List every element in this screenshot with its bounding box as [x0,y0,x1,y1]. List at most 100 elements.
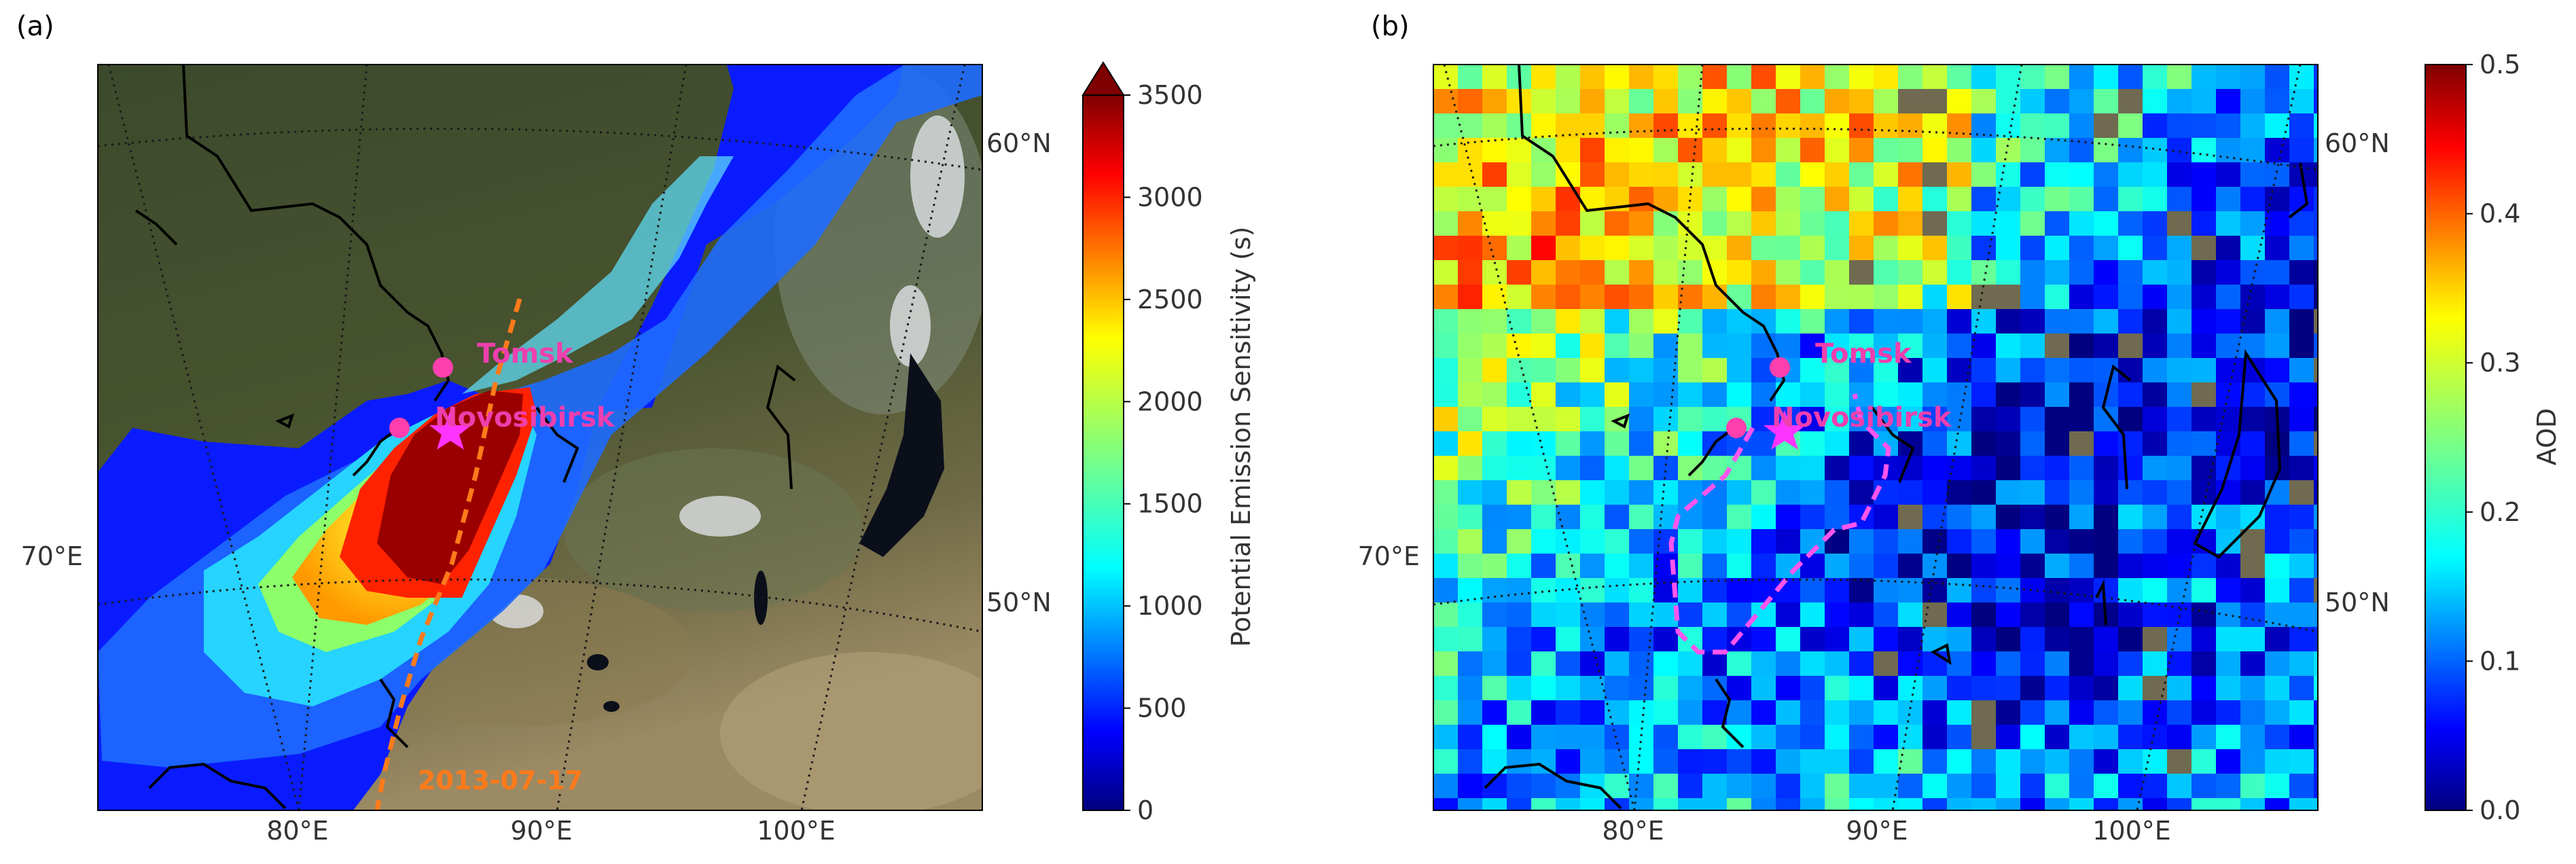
aod-cell [1433,431,1458,456]
map-b: Tomsk Novosibirsk [1433,65,2318,810]
aod-cell [1531,334,1556,358]
aod-cell [2020,236,2045,260]
aod-cell [2045,774,2069,798]
aod-cell [1776,774,1800,798]
aod-cell [1800,187,1825,211]
aod-cell [2118,89,2143,113]
aod-cell [1898,285,1922,309]
aod-cell [1605,65,1629,89]
aod-cell [1482,651,1507,676]
aod-cell [1947,113,1971,138]
aod-cell [2192,382,2216,407]
aod-cell [1507,187,1531,211]
aod-cell [1507,578,1531,602]
aod-cell [1433,113,1458,138]
aod-cell [1580,529,1605,554]
aod-cell [1751,187,1776,211]
aod-cell [1458,334,1482,358]
aod-cell [1458,358,1482,382]
aod-cell [1825,651,1849,676]
aod-cell [2192,162,2216,187]
aod-cell [2314,89,2318,113]
aod-cell [2118,725,2143,749]
aod-cell [1458,162,1482,187]
aod-cell [1849,456,1874,480]
lon-label-90-a: 90°E [510,816,572,846]
colorbar-a-tick-label: 1500 [1137,489,1203,519]
aod-cell [1776,187,1800,211]
aod-cell [1971,211,1996,236]
aod-cell [2020,187,2045,211]
aod-cell [1678,480,1702,505]
aod-cell [1531,725,1556,749]
aod-cell [2314,138,2318,162]
aod-cell [2094,309,2118,334]
aod-cell [1874,725,1898,749]
aod-cell [1653,138,1678,162]
colorbar-b: 0.0 0.1 0.2 0.3 0.4 0.5 AOD [2425,50,2562,825]
aod-cell [1702,89,1727,113]
aod-cell [1849,285,1874,309]
aod-cell [2265,676,2289,700]
aod-cell [1825,358,1849,382]
aod-cell [1482,236,1507,260]
aod-cell [1580,578,1605,602]
aod-cell [1825,309,1849,334]
aod-cell [2094,334,2118,358]
aod-cell [1507,382,1531,407]
aod-cell [1556,187,1580,211]
aod-cell [1947,456,1971,480]
aod-cell [1678,309,1702,334]
aod-cell [1702,187,1727,211]
aod-cell [2167,700,2192,725]
aod-cell [2045,236,2069,260]
aod-cell [2020,456,2045,480]
aod-cell [2118,456,2143,480]
aod-cell [2118,309,2143,334]
aod-cell [2167,65,2192,89]
aod-cell [2143,505,2167,529]
aod-cell [1800,89,1825,113]
aod-cell [1971,334,1996,358]
aod-cell [2167,505,2192,529]
aod-cell [1629,236,1653,260]
aod-cell [2192,554,2216,578]
aod-cell [1898,774,1922,798]
aod-cell [1458,382,1482,407]
aod-cell [1971,725,1996,749]
aod-cell [1702,113,1727,138]
aod-cell [1556,627,1580,651]
map-b-frame [1433,64,2319,811]
aod-cell [2314,334,2318,358]
aod-cell [1727,187,1751,211]
aod-cell [1947,578,1971,602]
aod-cell [1556,651,1580,676]
aod-cell [1531,798,1556,810]
colorbar-b-bar [2425,64,2467,811]
aod-cell [1947,505,1971,529]
aod-cell [1653,285,1678,309]
graticule-b [1433,65,2318,810]
aod-cell [2192,260,2216,285]
aod-cell [2069,578,2094,602]
aod-cell [1874,187,1898,211]
aod-cell [1507,285,1531,309]
aod-cell [2289,382,2314,407]
aod-cell [1531,211,1556,236]
aod-cell [2118,113,2143,138]
aod-cell [1898,627,1922,651]
aod-cell [1580,334,1605,358]
aod-cell [1653,651,1678,676]
aod-cell [2216,382,2240,407]
aod-cell [1605,627,1629,651]
aod-cell [2167,309,2192,334]
star-icon [429,410,471,450]
aod-cell [1751,505,1776,529]
colorbar-b-tick-label: 0.4 [2480,199,2520,229]
aod-cell [1580,505,1605,529]
aod-cell [1458,187,1482,211]
aod-cell [1458,749,1482,774]
aod-cell [1678,627,1702,651]
aod-cell [1702,382,1727,407]
aod-cell [1800,65,1825,89]
